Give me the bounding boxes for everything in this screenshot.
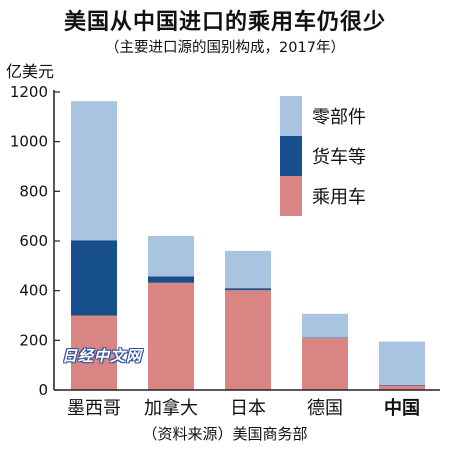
legend-swatch-货车等 xyxy=(280,136,302,176)
legend-label: 零部件 xyxy=(312,107,366,128)
chart-title: 美国从中国进口的乘用车仍很少 xyxy=(63,10,386,35)
bar-segment-3-零部件 xyxy=(225,250,271,289)
legend-swatch-零部件 xyxy=(280,96,302,136)
category-label: 加拿大 xyxy=(144,397,198,419)
legend-label: 货车等 xyxy=(312,147,366,168)
y-tick-label: 800 xyxy=(19,182,48,200)
y-tick-label: 1200 xyxy=(10,83,48,101)
bar-segment-3-乘用车 xyxy=(225,290,271,390)
bar-segment-2-零部件 xyxy=(148,236,194,277)
bar-segment-4-零部件 xyxy=(302,313,348,338)
bar-segment-2-乘用车 xyxy=(148,282,194,390)
chart-subtitle: （主要进口源的国别构成，2017年） xyxy=(105,40,345,56)
legend-label: 乘用车 xyxy=(312,187,366,208)
bar-segment-4-乘用车 xyxy=(302,337,348,390)
bar-segment-2-货车等 xyxy=(148,276,194,283)
y-tick-label: 200 xyxy=(19,331,48,349)
bar-segment-1-乘用车 xyxy=(71,315,117,390)
y-tick-label: 0 xyxy=(38,381,48,399)
y-axis-unit-label: 亿美元 xyxy=(6,62,55,81)
category-label: 德国 xyxy=(307,398,343,419)
bar-segment-5-零部件 xyxy=(379,341,425,386)
bar-segment-3-货车等 xyxy=(225,288,271,291)
category-label: 中国 xyxy=(384,397,420,419)
bar-segment-1-零部件 xyxy=(71,101,117,241)
y-tick-label: 600 xyxy=(19,232,48,250)
bar-segment-5-乘用车 xyxy=(379,385,425,390)
category-label: 墨西哥 xyxy=(67,398,121,419)
y-tick-label: 1000 xyxy=(10,133,48,151)
bar-segment-1-货车等 xyxy=(71,240,117,316)
watermark-logo: 日经中文网 xyxy=(62,347,143,365)
source-note: （资料来源）美国商务部 xyxy=(142,425,308,443)
legend-swatch-乘用车 xyxy=(280,176,302,216)
category-label: 日本 xyxy=(230,398,266,419)
y-tick-label: 400 xyxy=(19,282,48,300)
